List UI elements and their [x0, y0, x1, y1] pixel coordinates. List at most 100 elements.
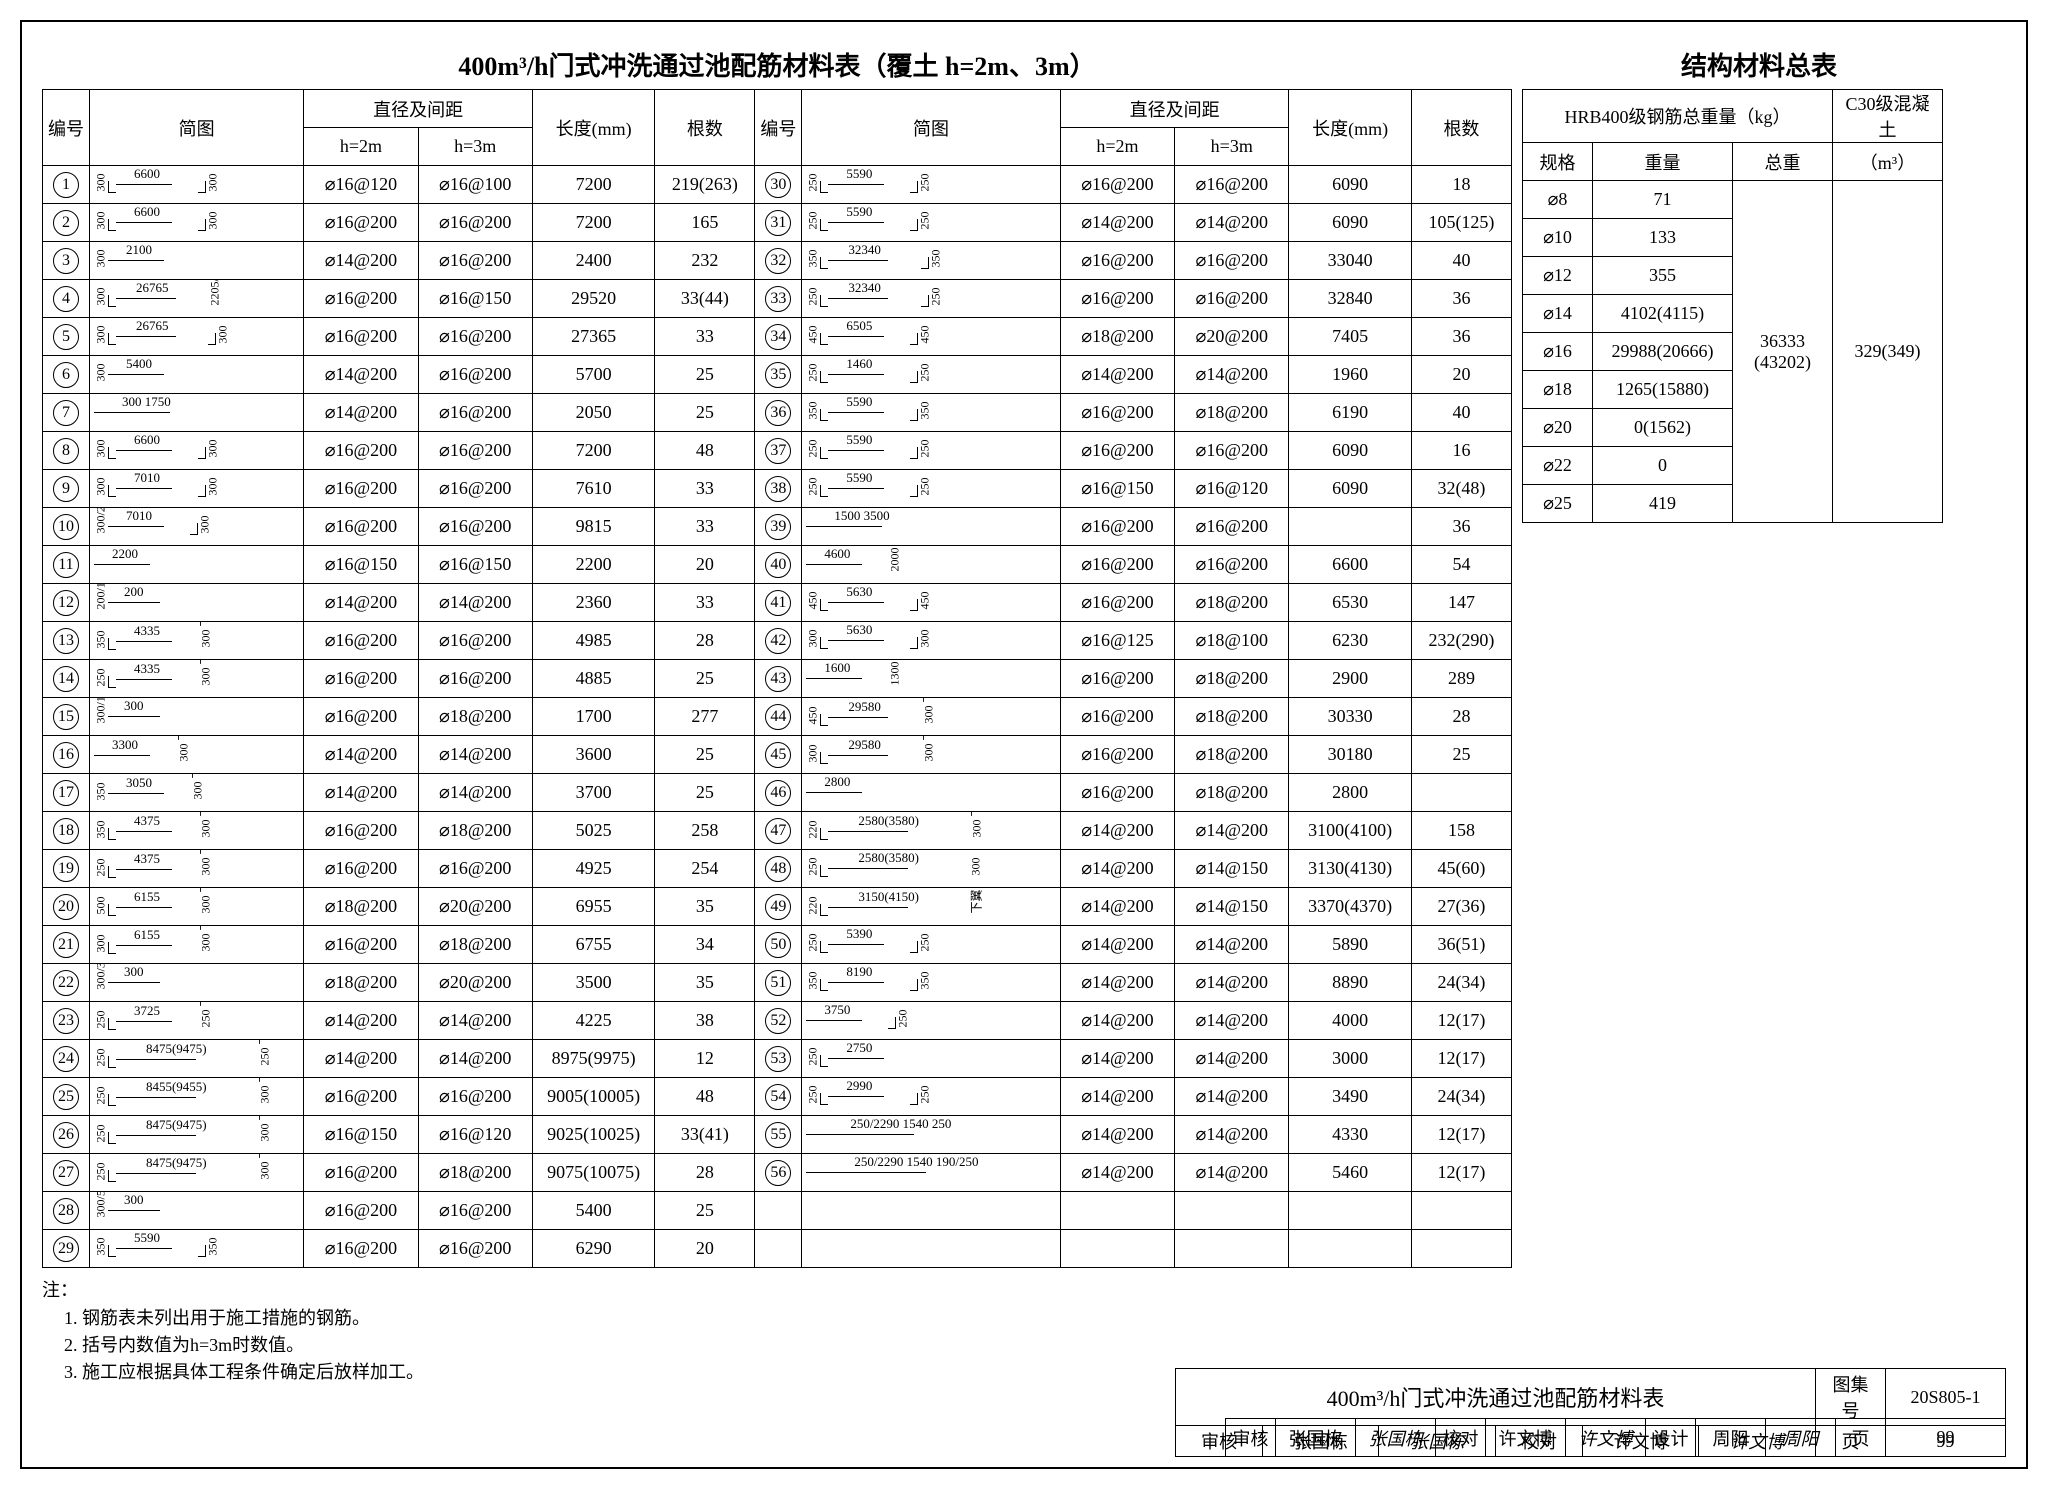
diam-h2: ⌀16@200: [304, 432, 418, 470]
diam-h2: ⌀16@200: [1060, 242, 1174, 280]
wt-cell: 1265(15880): [1593, 371, 1733, 409]
main-title: 400m³/h门式冲洗通过池配筋材料表（覆土 h=2m、3m）: [42, 46, 1512, 83]
qty-cell: 36(51): [1411, 926, 1511, 964]
col-h3: h=3m: [418, 128, 532, 166]
len-cell: 6090: [1289, 166, 1411, 204]
sketch-cell: 2508475(9475)300 下翼: [89, 1116, 303, 1154]
diam-h3: ⌀18@200: [1175, 394, 1289, 432]
diam-h3: ⌀16@200: [1175, 242, 1289, 280]
col-qty: 根数: [655, 90, 755, 166]
diam-h3: ⌀14@200: [418, 736, 532, 774]
diam-h3: ⌀16@200: [418, 508, 532, 546]
diam-h3: ⌀18@100: [1175, 622, 1289, 660]
diam-h3: ⌀16@200: [418, 660, 532, 698]
len-cell: 7200: [532, 204, 654, 242]
col-h2b: h=2m: [1060, 128, 1174, 166]
qty-cell: [1411, 774, 1511, 812]
len-cell: 30180: [1289, 736, 1411, 774]
len-cell: 29520: [532, 280, 654, 318]
len-cell: 3000: [1289, 1040, 1411, 1078]
len-cell: 4985: [532, 622, 654, 660]
sketch-cell: 30029580300 下翼: [802, 736, 1060, 774]
qty-cell: 32(48): [1411, 470, 1511, 508]
diam-h2: ⌀16@200: [304, 660, 418, 698]
len-cell: 30330: [1289, 698, 1411, 736]
diam-h2: ⌀16@200: [1060, 508, 1174, 546]
qty-cell: 36: [1411, 318, 1511, 356]
qty-cell: 12: [655, 1040, 755, 1078]
len-cell: 2900: [1289, 660, 1411, 698]
sketch-cell: 3006155300 下翼: [89, 926, 303, 964]
sketch-cell: 1500 3500: [802, 508, 1060, 546]
diam-h2: ⌀14@200: [304, 1040, 418, 1078]
len-cell: 6090: [1289, 432, 1411, 470]
qty-cell: 28: [655, 1154, 755, 1192]
diam-h2: ⌀16@200: [1060, 546, 1174, 584]
qty-cell: 254: [655, 850, 755, 888]
diam-h2: ⌀16@150: [304, 1116, 418, 1154]
idx-cell: 16: [43, 736, 90, 774]
idx-cell: 44: [755, 698, 802, 736]
diam-h3: ⌀14@200: [1175, 1154, 1289, 1192]
sketch-cell: 250/2290 1540 190/250: [802, 1154, 1060, 1192]
col-len2: 长度(mm): [1289, 90, 1411, 166]
diam-h2: ⌀16@200: [304, 622, 418, 660]
diam-h3: ⌀14@200: [1175, 964, 1289, 1002]
diam-h2: ⌀14@200: [1060, 850, 1174, 888]
sketch-cell: 2203150(4150)下翼: [802, 888, 1060, 926]
diam-h2: ⌀14@200: [1060, 356, 1174, 394]
sketch-cell: 3505590350: [89, 1230, 303, 1268]
idx-cell: 33: [755, 280, 802, 318]
len-cell: 1700: [532, 698, 654, 736]
sketch-cell: 250/2290 1540 250: [802, 1116, 1060, 1154]
diam-h3: ⌀14@200: [1175, 1002, 1289, 1040]
col-diam2: 直径及间距: [1060, 90, 1289, 128]
diam-h2: ⌀16@200: [304, 508, 418, 546]
idx-cell: 14: [43, 660, 90, 698]
diam-h2: ⌀14@200: [304, 774, 418, 812]
diam-h3: ⌀18@200: [1175, 698, 1289, 736]
diam-h2: ⌀16@150: [1060, 470, 1174, 508]
diam-h2: ⌀14@200: [304, 242, 418, 280]
idx-cell: 40: [755, 546, 802, 584]
diam-h2: ⌀14@200: [1060, 1154, 1174, 1192]
diam-h3: ⌀18@200: [1175, 736, 1289, 774]
qty-cell: 20: [655, 546, 755, 584]
len-cell: 3490: [1289, 1078, 1411, 1116]
wt-cell: 4102(4115): [1593, 295, 1733, 333]
diam-h2: ⌀14@200: [1060, 1078, 1174, 1116]
idx-cell: 41: [755, 584, 802, 622]
idx-cell: 19: [43, 850, 90, 888]
len-cell: 7610: [532, 470, 654, 508]
sketch-cell: 4506505450: [802, 318, 1060, 356]
idx-cell: 35: [755, 356, 802, 394]
diam-h3: ⌀14@200: [418, 774, 532, 812]
diam-h2: ⌀18@200: [304, 964, 418, 1002]
diam-h3: ⌀16@200: [418, 1192, 532, 1230]
rebar-table: 编号 简图 直径及间距 长度(mm) 根数 编号 简图 直径及间距 长度(mm)…: [42, 89, 1512, 1268]
qty-cell: 25: [655, 356, 755, 394]
sketch-cell: 2502580(3580)300: [802, 850, 1060, 888]
diam-h3: ⌀16@150: [418, 280, 532, 318]
len-cell: 8890: [1289, 964, 1411, 1002]
col-len: 长度(mm): [532, 90, 654, 166]
idx-cell: 45: [755, 736, 802, 774]
sketch-cell: 2502990250: [802, 1078, 1060, 1116]
diam-h3: ⌀14@200: [418, 1002, 532, 1040]
qty-cell: 219(263): [655, 166, 755, 204]
qty-cell: 36: [1411, 280, 1511, 318]
len-cell: 4000: [1289, 1002, 1411, 1040]
diam-h3: ⌀16@200: [1175, 508, 1289, 546]
qty-cell: 33(44): [655, 280, 755, 318]
idx-cell: 39: [755, 508, 802, 546]
diam-h2: ⌀16@200: [304, 926, 418, 964]
diam-h2: ⌀14@200: [304, 1002, 418, 1040]
idx-cell: 25: [43, 1078, 90, 1116]
sketch-cell: 3002100: [89, 242, 303, 280]
idx-cell: 34: [755, 318, 802, 356]
col-h2: h=2m: [304, 128, 418, 166]
diam-h2: ⌀14@200: [1060, 1002, 1174, 1040]
diam-h3: ⌀18@200: [418, 1154, 532, 1192]
idx-cell: 42: [755, 622, 802, 660]
len-cell: 2200: [532, 546, 654, 584]
